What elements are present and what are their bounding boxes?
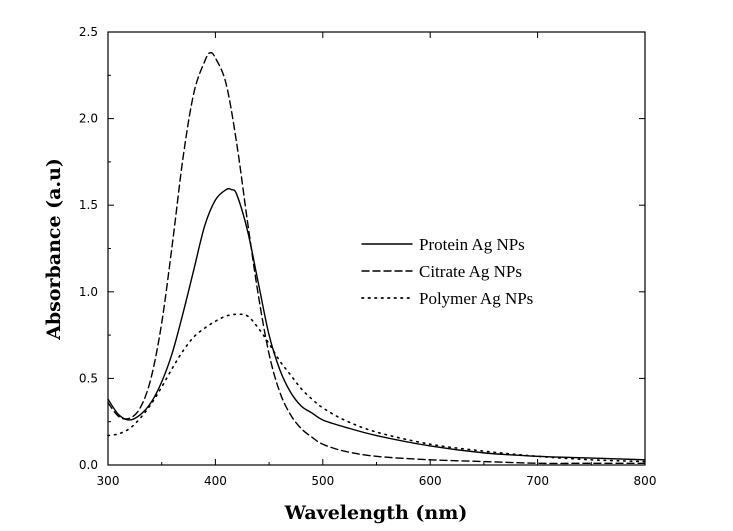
y-tick-label: 2.0	[79, 112, 98, 126]
tick-labels: 300 400 500 600 700 800 0.0 0.5 1.0 1.5 2.0 2.5	[79, 25, 657, 488]
plot-lines	[107, 51, 646, 465]
y-tick-label: 1.0	[79, 285, 98, 299]
x-axis-title: Wavelength (nm)	[284, 502, 468, 524]
x-tick-label: 500	[311, 474, 334, 488]
y-tick-label: 0.0	[79, 458, 98, 472]
plot-frame	[107, 31, 646, 466]
series-line-protein-ag-nps	[107, 187, 646, 461]
x-tick-label: 400	[204, 474, 227, 488]
series-line-polymer-ag-nps	[107, 313, 646, 463]
series-line-citrate-ag-nps	[107, 51, 646, 465]
y-tick-label: 2.5	[79, 25, 98, 39]
legend-label: Citrate Ag NPs	[419, 262, 522, 281]
x-tick-label: 300	[97, 474, 120, 488]
x-tick-label: 600	[419, 474, 442, 488]
legend-label: Polymer Ag NPs	[419, 289, 533, 308]
x-tick-label: 800	[634, 474, 657, 488]
legend: Protein Ag NPs Citrate Ag NPs Polymer Ag N…	[361, 235, 533, 308]
y-tick-label: 1.5	[79, 198, 98, 212]
legend-label: Protein Ag NPs	[419, 235, 525, 254]
x-tick-label: 700	[526, 474, 549, 488]
y-tick-label: 0.5	[79, 371, 98, 385]
axis-ticks	[107, 31, 646, 466]
y-axis-title: Absorbance (a.u)	[43, 158, 65, 341]
